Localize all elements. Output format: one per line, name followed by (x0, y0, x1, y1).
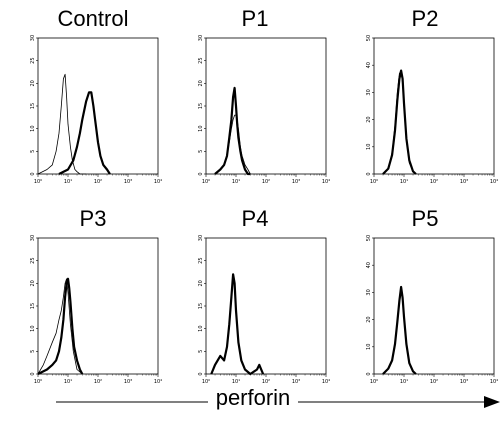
x-tick-label: 10² (94, 379, 102, 385)
x-tick-label: 10⁰ (202, 379, 210, 385)
x-tick-label: 10⁴ (322, 179, 330, 185)
plot-frame (37, 237, 159, 375)
series-line-thin (37, 278, 83, 375)
x-tick-label: 10⁴ (154, 379, 162, 385)
x-tick-label: 10¹ (64, 379, 72, 385)
series-line-thin (37, 73, 87, 175)
x-tick-label: 10⁰ (370, 379, 378, 385)
x-axis-arrowhead (484, 396, 500, 408)
y-tick-label: 40 (366, 262, 372, 268)
y-tick-label: 10 (366, 344, 372, 350)
y-tick-label: 15 (30, 303, 36, 309)
y-tick-label: 20 (30, 280, 36, 286)
y-tick-label: 20 (366, 316, 372, 322)
series-line-thin (214, 114, 251, 175)
x-tick-label: 10¹ (64, 179, 72, 185)
x-tick-label: 10³ (460, 379, 468, 385)
x-tick-label: 10⁴ (490, 179, 498, 185)
y-tick-label: 0 (198, 372, 204, 375)
x-axis-arrow (56, 396, 500, 408)
y-tick-label: 25 (30, 57, 36, 63)
y-tick-label: 10 (30, 125, 36, 131)
series-line-thick (382, 69, 417, 175)
y-tick-label: 20 (366, 116, 372, 122)
x-tick-label: 10³ (292, 379, 300, 385)
x-tick-label: 10¹ (232, 379, 240, 385)
series-line-thick (37, 277, 84, 375)
y-tick-label: 20 (30, 80, 36, 86)
x-tick-label: 10¹ (400, 379, 408, 385)
y-tick-label: 30 (198, 235, 204, 241)
series-line-thick (58, 91, 111, 175)
x-tick-label: 10⁰ (34, 379, 42, 385)
y-tick-label: 0 (30, 172, 36, 175)
x-tick-label: 10⁰ (370, 179, 378, 185)
y-tick-label: 25 (198, 57, 204, 63)
y-tick-label: 0 (366, 372, 372, 375)
y-tick-label: 30 (30, 35, 36, 41)
y-tick-label: 15 (198, 103, 204, 109)
y-tick-label: 20 (198, 280, 204, 286)
y-tick-label: 30 (198, 35, 204, 41)
y-tick-label: 15 (198, 303, 204, 309)
histogram-panel-p2: 0 10 20 30 40 50 10⁰ 10¹ 10² 10³ 10⁴ (366, 35, 498, 185)
y-tick-label: 5 (30, 350, 36, 353)
panel-title-p4: P4 (241, 206, 269, 231)
y-tick-label: 25 (198, 257, 204, 263)
y-tick-label: 25 (30, 257, 36, 263)
plot-frame (37, 37, 159, 175)
panel-title-p3: P3 (79, 206, 107, 231)
y-tick-label: 30 (366, 289, 372, 295)
y-tick-label: 5 (30, 150, 36, 153)
histogram-panel-p1: 0 5 10 15 20 25 30 10⁰ 10¹ 10² 10³ 10⁴ (198, 35, 330, 185)
x-tick-label: 10⁰ (202, 179, 210, 185)
x-tick-label: 10³ (124, 379, 132, 385)
x-tick-label: 10² (94, 179, 102, 185)
x-tick-label: 10² (262, 179, 270, 185)
x-tick-label: 10⁴ (154, 179, 162, 185)
histogram-panel-control: 0 5 10 15 20 25 30 10⁰ 10¹ 10² 10³ 10⁴ (30, 35, 162, 185)
panel-title-p5: P5 (411, 206, 439, 231)
y-tick-label: 10 (366, 144, 372, 150)
y-tick-label: 30 (366, 89, 372, 95)
x-tick-label: 10⁴ (322, 379, 330, 385)
plot-frame (373, 237, 495, 375)
y-tick-label: 40 (366, 62, 372, 68)
y-tick-label: 50 (366, 35, 372, 41)
x-tick-label: 10³ (460, 179, 468, 185)
x-tick-label: 10² (262, 379, 270, 385)
x-tick-label: 10⁴ (490, 379, 498, 385)
panel-title-control: Control (57, 6, 129, 31)
y-tick-label: 5 (198, 350, 204, 353)
y-tick-label: 5 (198, 150, 204, 153)
series-line-thick (210, 273, 265, 376)
x-tick-label: 10¹ (232, 179, 240, 185)
y-tick-label: 10 (198, 325, 204, 331)
y-tick-label: 30 (30, 235, 36, 241)
x-tick-label: 10³ (292, 179, 300, 185)
histogram-panel-p5: 0 10 20 30 40 50 10⁰ 10¹ 10² 10³ 10⁴ (366, 235, 498, 385)
x-tick-label: 10⁰ (34, 179, 42, 185)
y-tick-label: 0 (198, 172, 204, 175)
plot-frame (205, 237, 327, 375)
y-tick-label: 15 (30, 103, 36, 109)
x-tick-label: 10² (430, 379, 438, 385)
x-tick-label: 10² (430, 179, 438, 185)
x-tick-label: 10³ (124, 179, 132, 185)
series-line-thick (382, 285, 417, 375)
histogram-panel-p4: 0 5 10 15 20 25 30 10⁰ 10¹ 10² 10³ 10⁴ (198, 235, 330, 385)
y-tick-label: 50 (366, 235, 372, 241)
y-tick-label: 10 (198, 125, 204, 131)
series-line-thick (214, 86, 251, 176)
y-tick-label: 10 (30, 325, 36, 331)
panel-title-p1: P1 (241, 6, 269, 31)
x-tick-label: 10¹ (400, 179, 408, 185)
histogram-panel-p3: 0 5 10 15 20 25 30 10⁰ 10¹ 10² 10³ 10⁴ (30, 235, 162, 385)
y-tick-label: 20 (198, 80, 204, 86)
y-tick-label: 0 (30, 372, 36, 375)
x-axis-label: perforin (208, 385, 298, 411)
y-tick-label: 0 (366, 172, 372, 175)
plot-frame (205, 37, 327, 175)
panel-title-p2: P2 (411, 6, 439, 31)
